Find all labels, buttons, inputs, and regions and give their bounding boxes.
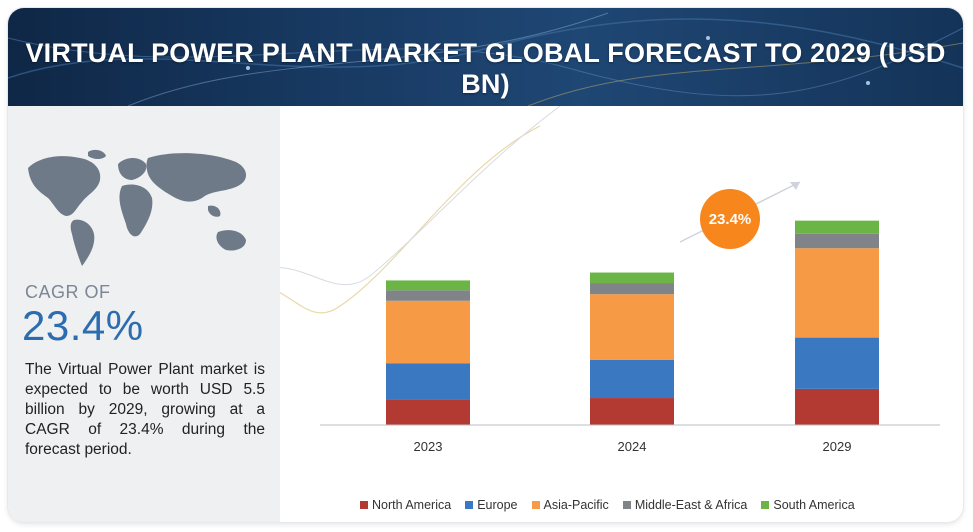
- chart-area: 2023 2024 2029 23.4% North America Europe As…: [280, 106, 963, 522]
- bar-segment-south-america-2023: [386, 280, 470, 291]
- market-description: The Virtual Power Plant market is expect…: [25, 361, 265, 458]
- legend-item-north-america: North America: [360, 498, 451, 512]
- legend-swatch: [761, 501, 770, 509]
- page-title: VIRTUAL POWER PLANT MARKET GLOBAL FORECA…: [25, 38, 946, 99]
- decorative-curve: [280, 125, 541, 314]
- legend-label: Asia-Pacific: [543, 498, 609, 512]
- header-banner: VIRTUAL POWER PLANT MARKET GLOBAL FORECA…: [8, 8, 963, 106]
- legend-item-asia-pacific: Asia-Pacific: [531, 498, 609, 512]
- infographic-card: VIRTUAL POWER PLANT MARKET GLOBAL FORECA…: [8, 8, 963, 522]
- legend-item-south-america: South America: [761, 498, 855, 512]
- cagr-label: CAGR OF: [25, 282, 111, 302]
- decorative-curve-2: [280, 106, 561, 286]
- legend-item-europe: Europe: [465, 498, 518, 512]
- bar-segment-asia-pacific-2024: [590, 294, 674, 360]
- cagr-value: 23.4%: [22, 302, 144, 349]
- legend-label: Europe: [477, 498, 518, 512]
- bar-segment-south-america-2029: [795, 220, 879, 234]
- bar-segment-europe-2029: [795, 337, 879, 389]
- x-tick-label-2024: 2024: [618, 439, 647, 454]
- legend-label: North America: [372, 498, 452, 512]
- cagr-badge-text: 23.4%: [708, 210, 752, 228]
- legend-label: Middle-East & Africa: [634, 498, 748, 512]
- summary-panel: CAGR OF 23.4% The Virtual Power Plant ma…: [8, 106, 280, 522]
- bar-segment-asia-pacific-2029: [795, 248, 879, 338]
- legend-swatch: [531, 501, 540, 509]
- x-tick-label-2029: 2029: [823, 439, 852, 454]
- bar-segment-south-america-2024: [590, 272, 674, 284]
- banner-decoration: [8, 12, 963, 106]
- bar-segment-north-america-2029: [795, 388, 879, 425]
- legend-swatch: [360, 501, 368, 509]
- bar-segment-north-america-2023: [386, 399, 470, 425]
- legend-label: South America: [773, 498, 855, 512]
- x-tick-label-2023: 2023: [414, 439, 443, 454]
- world-map-icon: [28, 149, 247, 266]
- bar-segment-middle-east-africa-2023: [386, 290, 470, 301]
- bar-segment-middle-east-africa-2024: [590, 283, 674, 295]
- bar-segment-north-america-2024: [590, 398, 674, 425]
- bar-segment-middle-east-africa-2029: [795, 233, 879, 249]
- bar-segment-europe-2024: [590, 359, 674, 399]
- growth-arrow-head: [790, 182, 800, 190]
- chart-legend: North America Europe Asia-Pacific Middle-Ea…: [360, 498, 855, 512]
- legend-swatch: [622, 501, 631, 509]
- bar-segment-asia-pacific-2023: [386, 300, 470, 364]
- stacked-bar-chart: 2023 2024 2029: [280, 106, 940, 454]
- legend-item-middle-east-africa: Middle-East & Africa: [622, 498, 748, 512]
- bar-segment-europe-2023: [386, 363, 470, 400]
- legend-swatch: [465, 501, 474, 509]
- cagr-badge: 23.4%: [700, 189, 760, 249]
